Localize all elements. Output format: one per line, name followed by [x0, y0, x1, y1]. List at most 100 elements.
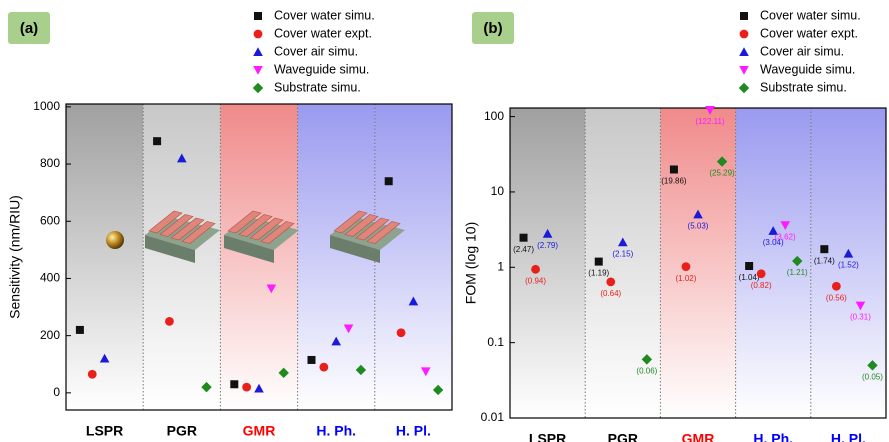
data-point	[756, 269, 766, 279]
data-point	[618, 237, 628, 247]
data-point	[420, 367, 431, 377]
y-tick-label: 1	[497, 259, 504, 273]
legend-label: Waveguide simu.	[274, 62, 369, 76]
panel-tag: (a)	[20, 20, 38, 37]
value-label: (3.04)	[763, 238, 784, 247]
legend-label: Cover air simu.	[760, 44, 844, 58]
value-label: (0.94)	[525, 276, 546, 285]
category-band	[66, 104, 144, 410]
data-point	[705, 106, 715, 115]
inset-ridge	[159, 214, 194, 237]
data-point	[278, 367, 289, 379]
data-point	[594, 257, 603, 266]
data-point	[693, 209, 703, 219]
data-point	[201, 381, 212, 393]
category-band	[374, 104, 452, 410]
data-point	[831, 281, 841, 291]
data-point	[519, 233, 528, 242]
inset-ridge	[355, 217, 390, 241]
data-point	[343, 324, 354, 334]
data-point	[531, 264, 540, 274]
data-point	[355, 364, 367, 376]
value-label: (3.62)	[775, 232, 796, 241]
legend-label: Cover air simu.	[274, 44, 358, 58]
value-label: (122.11)	[695, 117, 725, 126]
data-point	[867, 360, 878, 371]
value-label: (2.79)	[537, 241, 558, 250]
y-tick-label: 0	[53, 385, 60, 399]
data-point	[165, 316, 174, 326]
inset-substrate-side	[145, 235, 195, 263]
data-point	[87, 369, 97, 379]
plot-frame	[509, 107, 887, 419]
value-label: (1.02)	[676, 274, 697, 283]
data-point	[820, 245, 829, 254]
data-point	[681, 262, 691, 272]
data-point	[542, 228, 553, 238]
data-point	[99, 353, 110, 363]
inset-ridge	[333, 210, 368, 234]
y-tick-label: 10	[491, 184, 505, 198]
y-tick-label: 600	[40, 213, 60, 227]
x-tick-label: LSPR	[86, 423, 123, 439]
category-band	[660, 108, 736, 418]
data-point	[780, 221, 791, 230]
legend-label: Cover water simu.	[760, 8, 861, 22]
data-point	[177, 153, 187, 163]
value-label: (25.29)	[709, 169, 735, 178]
data-point	[242, 382, 252, 392]
legend-marker	[253, 29, 263, 39]
data-point	[408, 296, 419, 306]
inset-ridge	[148, 210, 183, 234]
data-point	[768, 226, 778, 235]
inset-ridge	[249, 217, 284, 241]
panel-tag-box	[8, 12, 50, 44]
inset-ridge	[238, 214, 273, 237]
legend-marker	[739, 66, 749, 75]
value-label: (0.05)	[862, 372, 883, 381]
x-tick-label: H. Pl.	[831, 431, 866, 442]
data-point	[792, 255, 803, 267]
y-tick-label: 200	[40, 328, 60, 342]
data-point	[254, 383, 264, 393]
x-tick-label: LSPR	[529, 431, 566, 442]
x-tick-label: PGR	[608, 431, 638, 442]
legend-label: Cover water simu.	[274, 8, 375, 22]
inset-ridge	[170, 217, 205, 241]
legend-marker	[253, 47, 263, 56]
data-point	[855, 301, 866, 311]
figure-body: 0 200 400 600 800 1000 Sensitivity (nm/RIU) LSP…	[7, 8, 887, 442]
legend-marker	[739, 47, 749, 56]
data-point	[307, 355, 316, 364]
data-point	[606, 277, 616, 287]
value-label: (0.56)	[826, 293, 847, 302]
value-label: (1.04)	[739, 273, 760, 282]
x-tick-label: GMR	[243, 423, 276, 439]
value-label: (0.31)	[850, 313, 871, 322]
value-label: (5.03)	[688, 222, 709, 231]
legend-marker	[740, 12, 748, 20]
y-tick-label: 0.1	[487, 335, 504, 349]
legend-marker	[254, 12, 262, 20]
legend-marker	[252, 82, 264, 94]
data-point	[716, 156, 728, 167]
legend-label: Substrate simu.	[760, 80, 847, 94]
inset-substrate-side	[224, 235, 274, 263]
data-point	[384, 177, 393, 186]
plot-frame	[65, 103, 453, 411]
inset-ridge	[181, 221, 216, 244]
inset-substrate-side	[330, 235, 380, 263]
legend-label: Cover water expt.	[760, 26, 858, 40]
data-point	[641, 354, 653, 365]
data-point	[669, 165, 678, 174]
value-label: (0.64)	[600, 289, 621, 298]
value-label: (1.19)	[588, 269, 609, 278]
data-point	[331, 336, 341, 346]
y-tick-label: 0.01	[481, 410, 505, 424]
data-point	[843, 248, 854, 258]
legend-marker	[739, 29, 749, 39]
panel-tag-box	[472, 12, 514, 44]
legend-marker	[253, 66, 263, 75]
data-point	[319, 362, 329, 372]
x-tick-label: H. Pl.	[396, 423, 431, 439]
